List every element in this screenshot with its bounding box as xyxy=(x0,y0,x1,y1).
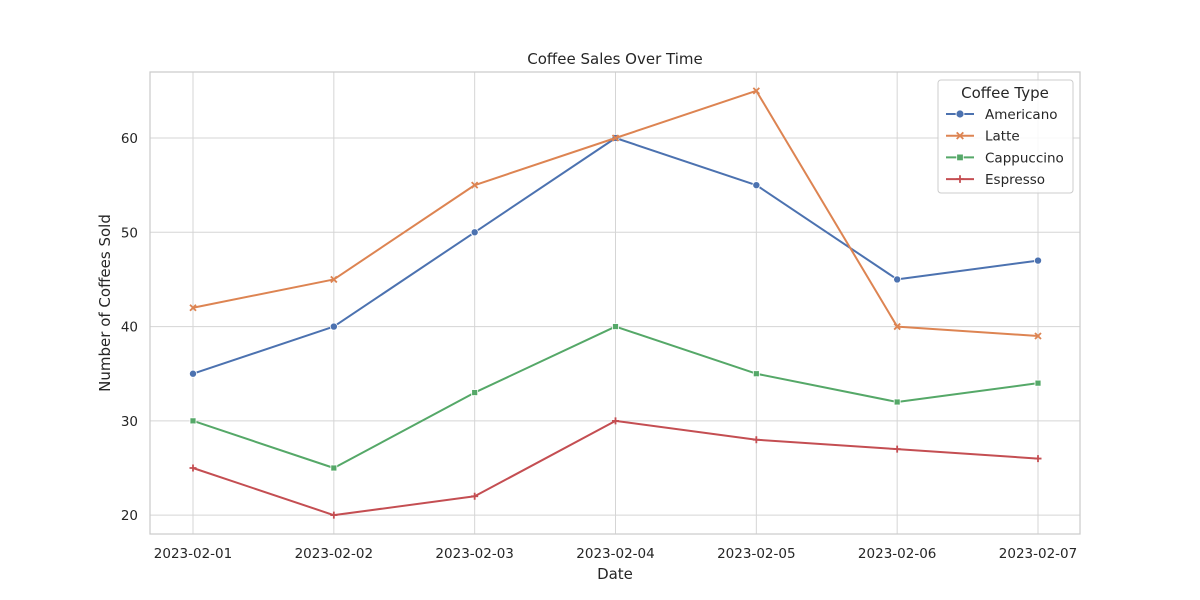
legend-marker xyxy=(956,153,964,162)
series-latte xyxy=(189,87,1042,340)
y-tick-label: 50 xyxy=(121,225,138,241)
y-tick-label: 60 xyxy=(121,131,138,147)
legend-label: Espresso xyxy=(985,172,1045,188)
data-point-latte xyxy=(893,322,901,331)
legend-items: Americano Latte Cappuccino Espresso xyxy=(946,107,1064,188)
data-point-americano xyxy=(188,369,197,378)
data-point-espresso xyxy=(1034,455,1042,463)
x-tick-label: 2023-02-06 xyxy=(858,546,936,562)
x-tick-label: 2023-02-04 xyxy=(576,546,654,562)
y-tick-label: 30 xyxy=(121,414,138,430)
legend: Coffee Type Americano Latte Cappuccino Espr… xyxy=(937,79,1074,194)
x-tick-label: 2023-02-05 xyxy=(717,546,795,562)
x-tick-label: 2023-02-01 xyxy=(154,546,232,562)
data-point-cappuccino xyxy=(612,323,619,330)
chart-title: Coffee Sales Over Time xyxy=(527,50,702,68)
y-tick-label: 40 xyxy=(121,320,138,336)
x-axis-ticks: 2023-02-01 2023-02-02 2023-02-03 2023-02-04… xyxy=(154,546,1077,562)
legend-item-espresso: Espresso xyxy=(946,172,1045,188)
data-point-espresso xyxy=(330,511,338,519)
data-point-americano xyxy=(1034,256,1043,265)
y-axis-ticks: 20 30 40 50 60 xyxy=(121,131,138,524)
data-point-cappuccino xyxy=(752,370,760,378)
data-point-americano xyxy=(752,181,761,190)
series-espresso xyxy=(189,417,1042,519)
data-point-cappuccino xyxy=(330,464,338,472)
data-point-espresso xyxy=(752,436,760,444)
data-point-espresso xyxy=(471,492,479,500)
data-point-cappuccino xyxy=(1034,379,1042,387)
legend-box xyxy=(937,79,1074,194)
data-point-cappuccino xyxy=(893,398,901,406)
x-tick-label: 2023-02-03 xyxy=(435,546,513,562)
data-point-latte xyxy=(752,87,760,95)
x-tick-label: 2023-02-07 xyxy=(999,546,1077,562)
x-axis-label: Date xyxy=(597,565,633,583)
data-point-latte xyxy=(611,134,620,142)
series-layer xyxy=(188,87,1043,519)
legend-item-americano: Americano xyxy=(946,107,1058,123)
data-point-cappuccino xyxy=(471,389,479,396)
data-point-espresso xyxy=(612,417,619,425)
legend-item-cappuccino: Cappuccino xyxy=(946,150,1064,166)
data-point-cappuccino xyxy=(189,417,197,425)
data-point-latte xyxy=(330,275,338,284)
series-cappuccino xyxy=(189,323,1042,472)
data-point-latte xyxy=(189,304,197,312)
data-point-americano xyxy=(329,322,338,331)
legend-label: Cappuccino xyxy=(985,150,1064,166)
x-tick-label: 2023-02-02 xyxy=(295,546,373,562)
y-axis-label: Number of Coffees Sold xyxy=(96,214,114,392)
data-point-americano xyxy=(470,228,479,237)
plot-frame xyxy=(149,71,1081,535)
y-tick-label: 20 xyxy=(121,508,138,524)
data-point-americano xyxy=(893,275,902,284)
legend-marker xyxy=(955,109,965,119)
data-point-latte xyxy=(471,181,479,189)
legend-item-latte: Latte xyxy=(946,129,1020,145)
legend-title: Coffee Type xyxy=(961,84,1049,102)
data-point-espresso xyxy=(189,464,197,472)
legend-label: Americano xyxy=(985,107,1058,123)
legend-marker xyxy=(956,175,964,183)
data-point-espresso xyxy=(893,445,901,453)
legend-marker xyxy=(956,131,964,140)
data-point-latte xyxy=(1034,332,1042,340)
legend-label: Latte xyxy=(985,129,1020,145)
